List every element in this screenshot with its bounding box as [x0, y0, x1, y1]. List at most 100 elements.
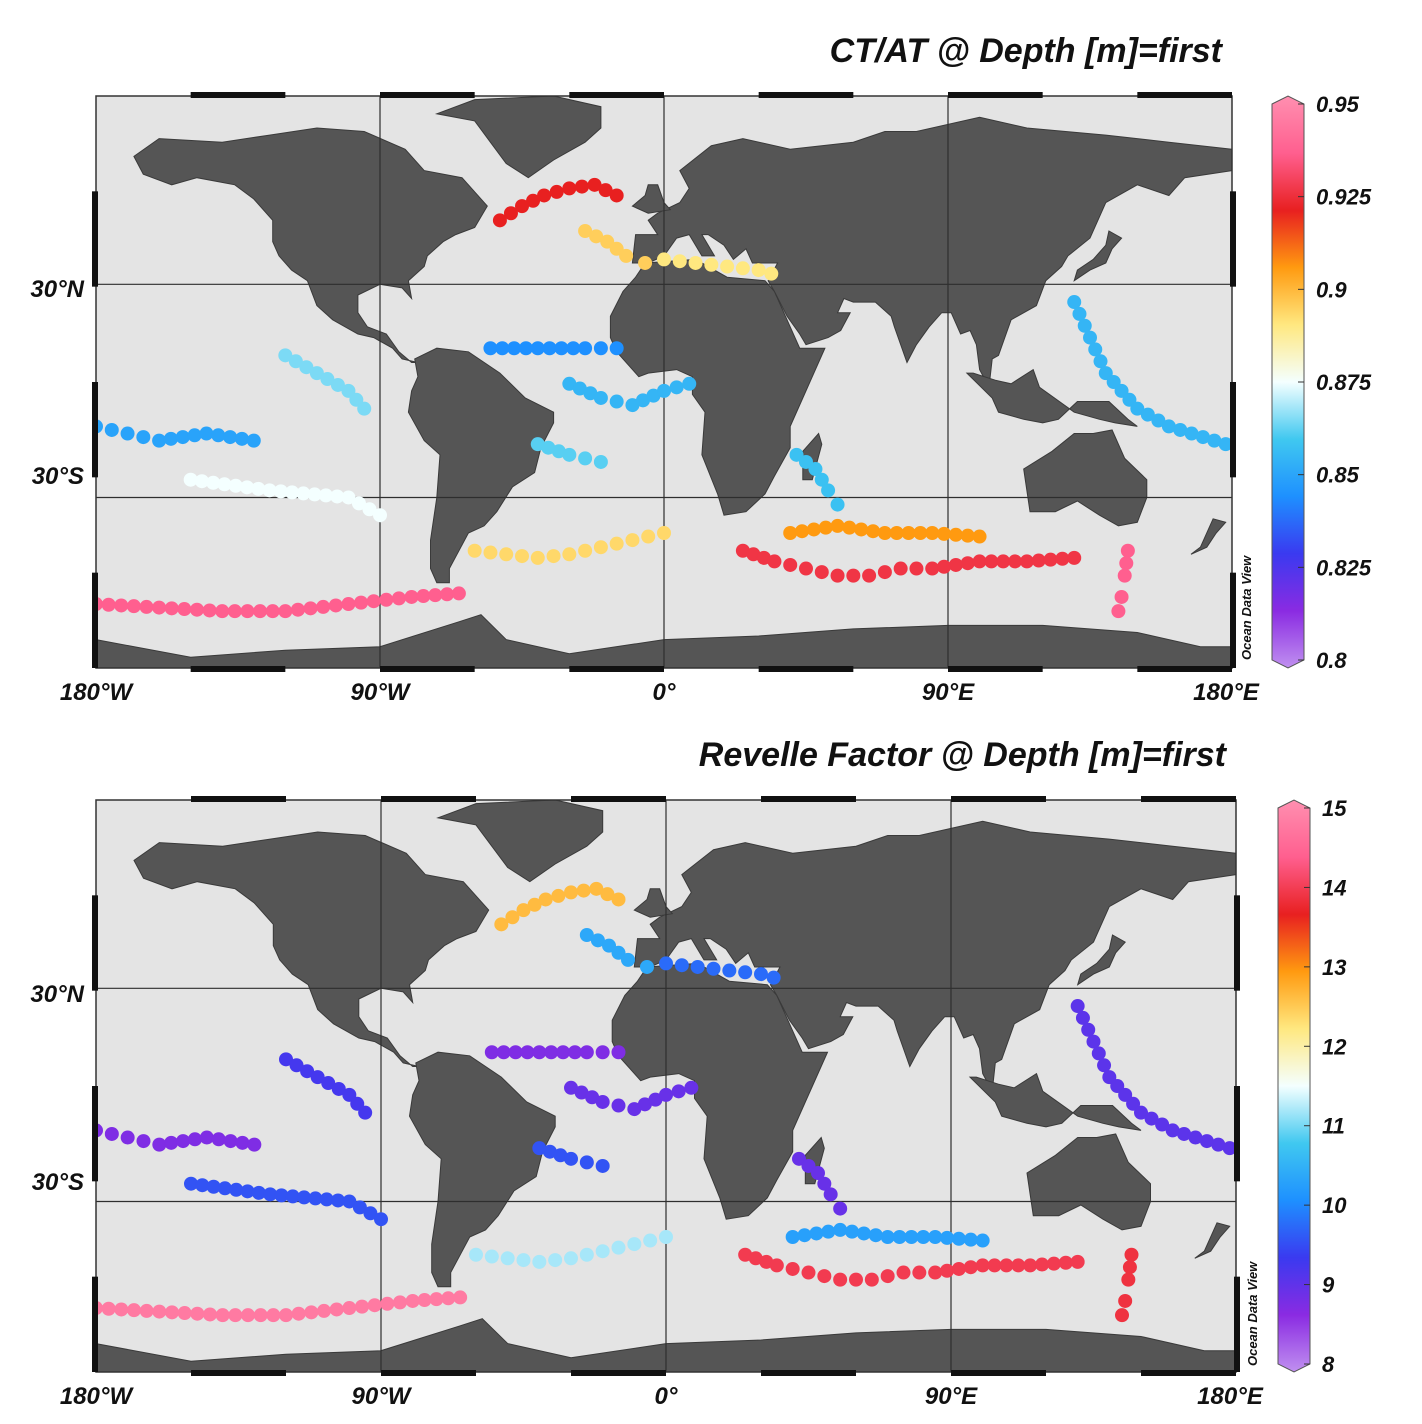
station-marker: [808, 462, 823, 477]
station-marker: [704, 257, 719, 272]
station-marker: [1058, 1255, 1073, 1270]
station-marker: [532, 1045, 547, 1060]
landmass-eurasia: [633, 820, 1236, 1093]
landmass-british-isles: [633, 888, 674, 918]
station-marker: [217, 1181, 232, 1196]
station-marker: [578, 224, 593, 239]
frame-bar-bottom: [761, 1370, 856, 1376]
station-marker: [722, 963, 737, 978]
station-marker: [754, 967, 768, 982]
station-marker: [672, 254, 687, 269]
station-marker: [830, 497, 845, 512]
station-marker: [928, 1265, 943, 1280]
station-marker: [163, 431, 178, 446]
station-marker: [508, 1045, 523, 1060]
station-marker: [362, 502, 377, 517]
station-marker: [253, 604, 268, 619]
landmass-british-isles: [631, 184, 672, 214]
frame-bar-right: [1234, 1276, 1240, 1372]
station-marker: [893, 561, 908, 576]
landmass-eurasia: [631, 116, 1232, 389]
station-marker: [1117, 568, 1132, 583]
station-marker: [600, 887, 615, 902]
station-marker: [152, 433, 167, 448]
station-marker: [619, 248, 634, 263]
station-marker: [544, 1045, 559, 1060]
station-marker: [579, 1155, 594, 1170]
credit-text: Ocean Data View: [1239, 555, 1254, 660]
station-marker: [417, 1293, 432, 1308]
station-marker: [273, 484, 288, 499]
station-marker: [877, 565, 892, 580]
station-marker: [674, 958, 689, 973]
station-marker: [374, 1212, 388, 1227]
station-marker: [578, 543, 593, 558]
station-marker: [830, 518, 845, 533]
station-marker: [351, 496, 366, 511]
station-marker: [643, 1233, 658, 1248]
station-marker: [1119, 556, 1134, 571]
station-marker: [537, 188, 552, 203]
station-marker: [1088, 342, 1103, 357]
graticule: [96, 96, 1232, 668]
y-tick-30n: 30°N: [30, 981, 84, 1008]
station-marker: [817, 1176, 832, 1191]
station-marker: [1155, 1117, 1170, 1132]
station-marker: [896, 1265, 911, 1280]
station-marker: [429, 1292, 444, 1307]
station-marker: [648, 1092, 663, 1107]
station-marker: [948, 527, 963, 542]
frame-ticks: [92, 92, 1236, 672]
station-marker: [136, 1134, 151, 1149]
station-marker: [546, 549, 561, 564]
station-marker: [152, 600, 167, 615]
y-tick-30s: 30°S: [32, 1169, 84, 1196]
colorbar-tick-label: 11: [1322, 1114, 1345, 1139]
colorbar-tick-label: 15: [1322, 796, 1347, 821]
station-marker: [247, 1137, 262, 1152]
station-marker: [542, 341, 557, 356]
station-marker: [187, 1132, 202, 1147]
frame-bar-right: [1234, 895, 1240, 991]
station-marker: [203, 1307, 217, 1322]
station-marker: [507, 341, 522, 356]
station-marker: [530, 437, 545, 452]
station-marker: [845, 1224, 860, 1239]
station-marker: [833, 1222, 848, 1237]
station-marker: [1207, 433, 1222, 448]
station-marker: [928, 1229, 943, 1244]
station-marker: [809, 1226, 824, 1241]
station-marker: [391, 591, 406, 606]
colorbar-tick-label: 9: [1322, 1273, 1335, 1298]
frame-bar-bottom: [380, 666, 475, 672]
station-marker: [494, 917, 509, 932]
panel-title: Revelle Factor @ Depth [m]=first: [699, 736, 1228, 774]
station-marker: [152, 1304, 167, 1319]
station-marker: [297, 1190, 312, 1205]
frame-bar-bottom: [381, 1370, 476, 1376]
station-marker: [574, 1085, 589, 1100]
colorbar-tick-label: 0.825: [1316, 555, 1372, 580]
station-marker: [342, 1194, 357, 1209]
station-marker: [453, 1290, 468, 1305]
station-marker: [308, 1191, 323, 1206]
station-marker: [469, 1247, 483, 1262]
station-marker: [354, 595, 369, 610]
station-marker: [251, 481, 266, 496]
station-marker: [1184, 426, 1199, 441]
station-marker: [738, 1247, 753, 1262]
station-marker: [817, 1269, 832, 1284]
station-marker: [766, 970, 781, 985]
landmass-indonesia: [968, 1072, 1142, 1131]
landmass-japan: [1076, 934, 1126, 986]
station-marker: [520, 1045, 535, 1060]
station-marker: [341, 490, 356, 505]
station-marker: [1097, 1058, 1112, 1073]
station-marker: [164, 1135, 179, 1150]
station-marker: [1091, 1046, 1106, 1061]
station-marker: [562, 447, 577, 462]
panel-revelle: Revelle Factor @ Depth [m]=first 180°W 9…: [30, 736, 1347, 1410]
station-marker: [483, 341, 498, 356]
station-marker: [585, 1090, 600, 1105]
